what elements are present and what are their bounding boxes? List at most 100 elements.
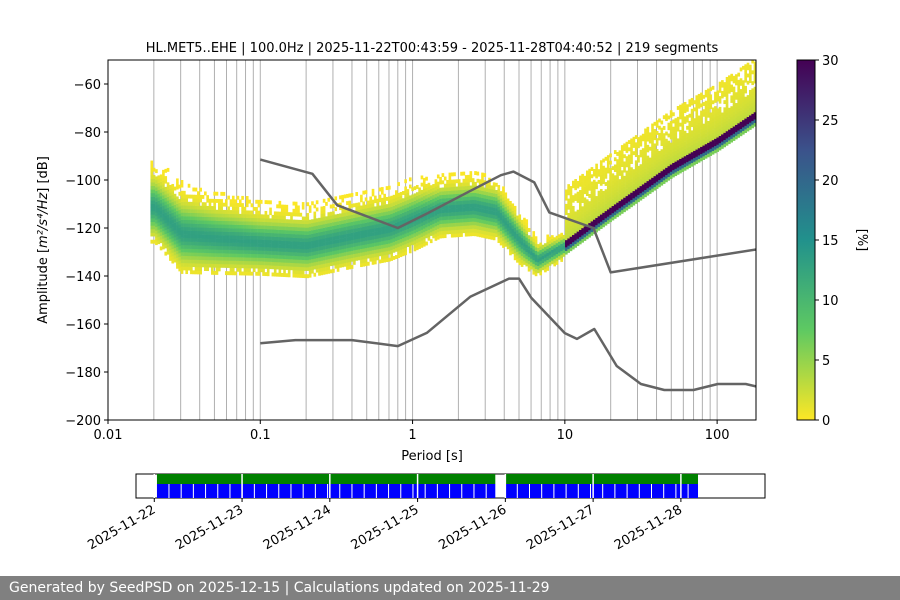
- density-cell: [276, 222, 279, 227]
- density-cell: [613, 150, 617, 154]
- density-cell: [455, 204, 459, 209]
- density-cell: [506, 238, 510, 243]
- density-cell: [609, 185, 612, 190]
- density-cell: [171, 237, 175, 242]
- density-cell: [401, 201, 405, 206]
- density-cell: [702, 134, 706, 139]
- density-cell: [427, 189, 431, 194]
- density-cell: [369, 228, 373, 233]
- density-cell: [669, 160, 673, 165]
- density-cell: [583, 186, 587, 191]
- density-cell: [681, 168, 685, 173]
- density-cell: [185, 216, 189, 221]
- density-cell: [208, 205, 212, 210]
- density-cell: [457, 211, 461, 216]
- density-cell: [241, 246, 244, 251]
- density-cell: [723, 92, 727, 97]
- density-cell: [269, 236, 272, 241]
- density-cell: [159, 224, 163, 229]
- density-cell: [250, 232, 254, 237]
- density-cell: [527, 238, 531, 243]
- density-cell: [413, 193, 417, 198]
- density-cell: [390, 213, 393, 218]
- density-cell: [721, 83, 724, 88]
- density-cell: [637, 140, 640, 145]
- density-cell: [390, 206, 393, 211]
- density-cell: [204, 259, 207, 264]
- density-cell: [592, 194, 596, 199]
- density-cell: [245, 224, 249, 229]
- density-cell: [227, 246, 230, 250]
- density-cell: [506, 241, 510, 246]
- density-cell: [611, 209, 615, 214]
- density-cell: [714, 91, 717, 96]
- density-cell: [476, 214, 480, 219]
- density-cell: [220, 199, 223, 203]
- density-cell: [383, 233, 386, 238]
- density-cell: [169, 217, 172, 222]
- density-cell: [178, 256, 182, 261]
- density-cell: [350, 228, 354, 233]
- density-cell: [217, 220, 221, 225]
- density-cell: [201, 194, 205, 199]
- density-cell: [401, 234, 405, 239]
- density-cell: [669, 164, 673, 169]
- density-cell: [672, 159, 675, 163]
- density-cell: [425, 201, 428, 206]
- density-cell: [180, 241, 184, 246]
- density-cell: [413, 247, 417, 252]
- density-cell: [415, 242, 419, 247]
- density-cell: [404, 204, 407, 209]
- density-cell: [229, 253, 233, 258]
- density-cell: [159, 174, 163, 179]
- density-cell: [320, 210, 324, 215]
- density-cell: [665, 131, 668, 136]
- density-cell: [299, 212, 303, 217]
- density-cell: [620, 173, 624, 178]
- density-cell: [651, 152, 654, 157]
- density-cell: [190, 216, 193, 221]
- density-cell: [404, 186, 407, 191]
- density-cell: [159, 235, 163, 240]
- density-cell: [206, 267, 209, 272]
- density-cell: [641, 184, 645, 189]
- density-cell: [164, 168, 168, 173]
- density-cell: [604, 171, 608, 176]
- density-cell: [374, 253, 377, 258]
- density-cell: [325, 248, 328, 253]
- density-cell: [385, 204, 389, 209]
- density-cell: [204, 205, 207, 210]
- density-cell: [245, 253, 249, 258]
- density-cell: [369, 250, 373, 255]
- density-cell: [504, 217, 508, 222]
- density-cell: [469, 210, 473, 215]
- density-cell: [341, 245, 345, 250]
- density-cell: [662, 169, 666, 174]
- density-cell: [197, 212, 200, 217]
- density-cell: [152, 221, 156, 226]
- density-cell: [511, 207, 515, 211]
- density-cell: [574, 243, 577, 248]
- density-cell: [327, 223, 331, 227]
- density-cell: [518, 250, 522, 255]
- density-cell: [322, 245, 326, 250]
- density-cell: [732, 97, 736, 102]
- density-cell: [332, 214, 335, 219]
- density-cell: [350, 254, 354, 259]
- density-cell: [411, 226, 414, 231]
- density-cell: [250, 235, 254, 240]
- density-cell: [429, 221, 433, 226]
- density-cell: [166, 167, 170, 172]
- density-cell: [450, 226, 454, 231]
- density-cell: [697, 97, 701, 102]
- density-cell: [171, 219, 175, 224]
- density-cell: [655, 138, 659, 143]
- density-cell: [511, 225, 515, 229]
- density-cell: [322, 231, 326, 236]
- density-cell: [292, 208, 296, 213]
- density-cell: [644, 142, 647, 147]
- density-cell: [648, 139, 652, 144]
- density-cell: [634, 178, 638, 183]
- density-cell: [427, 193, 431, 198]
- density-cell: [597, 215, 601, 220]
